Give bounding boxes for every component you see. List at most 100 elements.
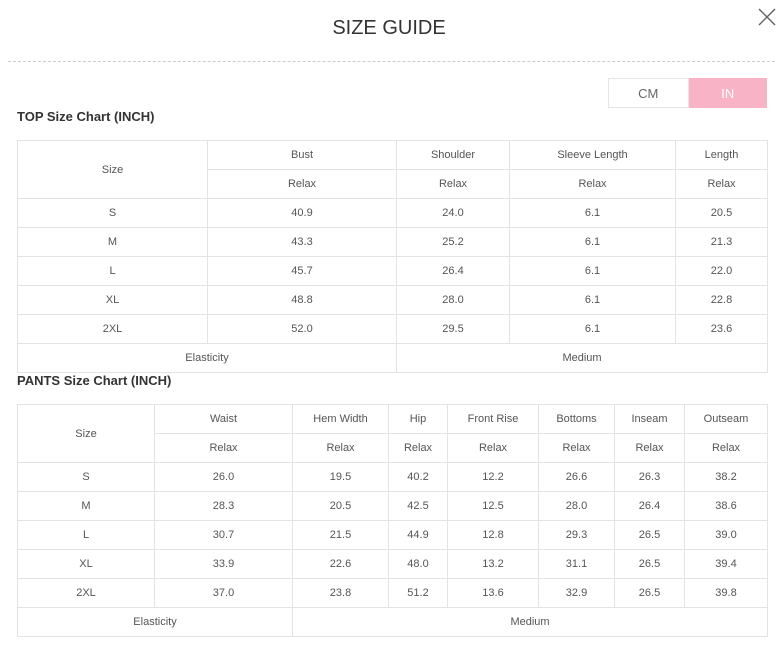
close-button[interactable] [758,8,776,26]
value-cell: 51.2 [388,578,448,608]
value-cell: 26.0 [154,462,293,492]
elasticity-label: Elasticity [17,343,397,373]
table-row: 2XL 52.0 29.5 6.1 23.6 [17,314,768,344]
elasticity-label: Elasticity [17,607,293,637]
value-cell: 26.4 [614,491,685,521]
value-cell: 25.2 [396,227,510,257]
header-cell: Sleeve Length [509,140,676,170]
value-cell: 26.6 [538,462,615,492]
value-cell: 19.5 [292,462,389,492]
value-cell: 45.7 [207,256,397,286]
value-cell: 6.1 [509,285,676,315]
table-row: M 28.3 20.5 42.5 12.5 28.0 26.4 38.6 [17,491,768,521]
value-cell: 26.5 [614,578,685,608]
value-cell: 52.0 [207,314,397,344]
value-cell: 21.5 [292,520,389,550]
header-cell: Size [17,404,155,463]
fit-cell: Relax [614,433,685,463]
value-cell: 22.0 [675,256,768,286]
size-cell: L [17,256,208,286]
value-cell: 6.1 [509,198,676,228]
value-cell: 44.9 [388,520,448,550]
value-cell: 32.9 [538,578,615,608]
table-row: Elasticity Medium [17,607,768,637]
header-cell: Size [17,140,208,199]
table-row: S 26.0 19.5 40.2 12.2 26.6 26.3 38.2 [17,462,768,492]
size-cell: 2XL [17,578,155,608]
header-cell: Waist [154,404,293,434]
value-cell: 13.6 [447,578,539,608]
value-cell: 12.5 [447,491,539,521]
value-cell: 23.8 [292,578,389,608]
header-cell: Front Rise [447,404,539,434]
size-cell: S [17,462,155,492]
value-cell: 42.5 [388,491,448,521]
fit-cell: Relax [388,433,448,463]
table-row: XL 48.8 28.0 6.1 22.8 [17,285,768,315]
value-cell: 39.4 [684,549,768,579]
value-cell: 38.6 [684,491,768,521]
size-cell: M [17,227,208,257]
value-cell: 30.7 [154,520,293,550]
value-cell: 6.1 [509,227,676,257]
value-cell: 26.5 [614,520,685,550]
value-cell: 26.5 [614,549,685,579]
unit-cm[interactable]: CM [608,78,689,108]
value-cell: 23.6 [675,314,768,344]
table-row: Size Waist Hem Width Hip Front Rise Bottoms In… [17,404,768,463]
value-cell: 39.0 [684,520,768,550]
value-cell: 29.3 [538,520,615,550]
elasticity-value: Medium [396,343,768,373]
table-row: Relax Relax Relax Relax [18,169,768,199]
value-cell: 48.0 [388,549,448,579]
header-cell: Hip [388,404,448,434]
fit-cell: Relax [675,169,768,199]
fit-cell: Relax [684,433,768,463]
value-cell: 21.3 [675,227,768,257]
header-cell: Inseam [614,404,685,434]
fit-cell: Relax [207,169,397,199]
header-cell: Shoulder [396,140,510,170]
header-cell: Length [675,140,768,170]
table-row: Elasticity Medium [17,343,768,373]
value-cell: 12.8 [447,520,539,550]
value-cell: 26.3 [614,462,685,492]
table-row: Size Bust Shoulder Sleeve Length Length [17,140,768,199]
size-table: Size Bust Shoulder Sleeve Length Length Relax… [17,140,768,373]
header-cell: Hem Width [292,404,389,434]
modal-title: SIZE GUIDE [332,17,446,39]
fit-cell: Relax [292,433,389,463]
value-cell: 28.0 [396,285,510,315]
fit-cell: Relax [396,169,510,199]
value-cell: 22.8 [675,285,768,315]
table-row: L 30.7 21.5 44.9 12.8 29.3 26.5 39.0 [17,520,768,550]
value-cell: 26.4 [396,256,510,286]
value-cell: 33.9 [154,549,293,579]
fit-cell: Relax [447,433,539,463]
size-cell: S [17,198,208,228]
value-cell: 43.3 [207,227,397,257]
table-row: S 40.9 24.0 6.1 20.5 [17,198,768,228]
fit-cell: Relax [154,433,293,463]
fit-cell: Relax [538,433,615,463]
value-cell: 39.8 [684,578,768,608]
value-cell: 24.0 [396,198,510,228]
value-cell: 28.0 [538,491,615,521]
size-cell: XL [17,285,208,315]
value-cell: 6.1 [509,256,676,286]
header-cell: Outseam [684,404,768,434]
table-row: L 45.7 26.4 6.1 22.0 [17,256,768,286]
value-cell: 13.2 [447,549,539,579]
table-row: 2XL 37.0 23.8 51.2 13.6 32.9 26.5 39.8 [17,578,768,608]
value-cell: 40.9 [207,198,397,228]
elasticity-value: Medium [292,607,768,637]
divider [8,61,775,62]
size-cell: M [17,491,155,521]
size-table: Size Waist Hem Width Hip Front Rise Bottoms In… [17,404,768,637]
size-cell: XL [17,549,155,579]
value-cell: 48.8 [207,285,397,315]
fit-cell: Relax [509,169,676,199]
value-cell: 28.3 [154,491,293,521]
unit-in[interactable]: IN [688,78,767,108]
